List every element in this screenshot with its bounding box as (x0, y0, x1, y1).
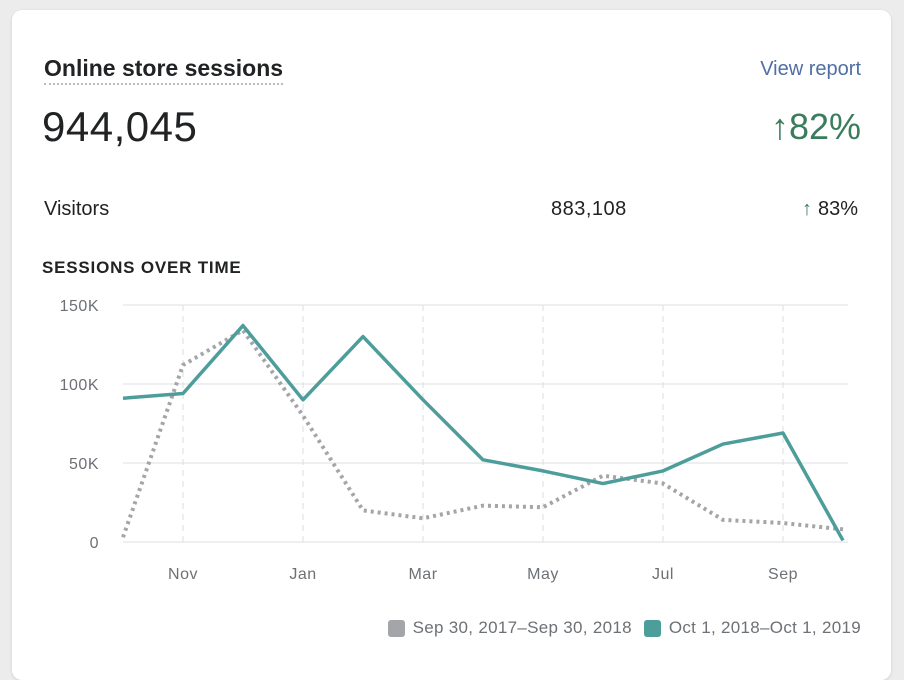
chart-legend: Sep 30, 2017–Sep 30, 2018 Oct 1, 2018–Oc… (376, 618, 861, 638)
y-tick-label: 50K (69, 456, 99, 473)
x-tick-label: Jan (289, 566, 316, 583)
section-title: SESSIONS OVER TIME (42, 258, 242, 277)
x-tick-label: Sep (768, 566, 798, 583)
x-tick-label: Jul (652, 566, 674, 583)
card-title[interactable]: Online store sessions (44, 54, 284, 85)
y-tick-label: 0 (90, 535, 99, 552)
visitors-change: ↑ 83% (802, 196, 858, 222)
legend-label-current: Oct 1, 2018–Oct 1, 2019 (668, 618, 861, 637)
legend-swatch-current (643, 619, 661, 637)
y-tick-label: 100K (60, 377, 99, 394)
visitors-label: Visitors (44, 198, 110, 220)
x-tick-label: May (527, 566, 559, 583)
view-report-link[interactable]: View report (760, 58, 861, 80)
arrow-up-icon: ↑ (801, 198, 812, 220)
total-sessions-change: ↑82% (770, 106, 861, 147)
visitors-change-value: 83% (817, 198, 858, 220)
x-tick-label: Mar (408, 566, 437, 583)
series-line-previous (121, 328, 844, 538)
total-sessions-value: 944,045 (42, 103, 198, 150)
series-line-current (122, 323, 845, 542)
legend-item-current[interactable]: Oct 1, 2018–Oct 1, 2019 (643, 618, 861, 638)
legend-label-previous: Sep 30, 2017–Sep 30, 2018 (412, 618, 632, 637)
x-tick-label: Nov (168, 566, 198, 583)
y-tick-label: 150K (60, 298, 99, 315)
legend-item-previous[interactable]: Sep 30, 2017–Sep 30, 2018 (387, 618, 632, 638)
sessions-chart[interactable]: 0 50K 100K 150K Nov Jan Mar May Jul Sep (12, 10, 891, 680)
legend-swatch-previous (387, 619, 405, 637)
sessions-card: Online store sessions View report 944,04… (12, 10, 891, 680)
visitors-value: 883,108 (551, 198, 627, 220)
